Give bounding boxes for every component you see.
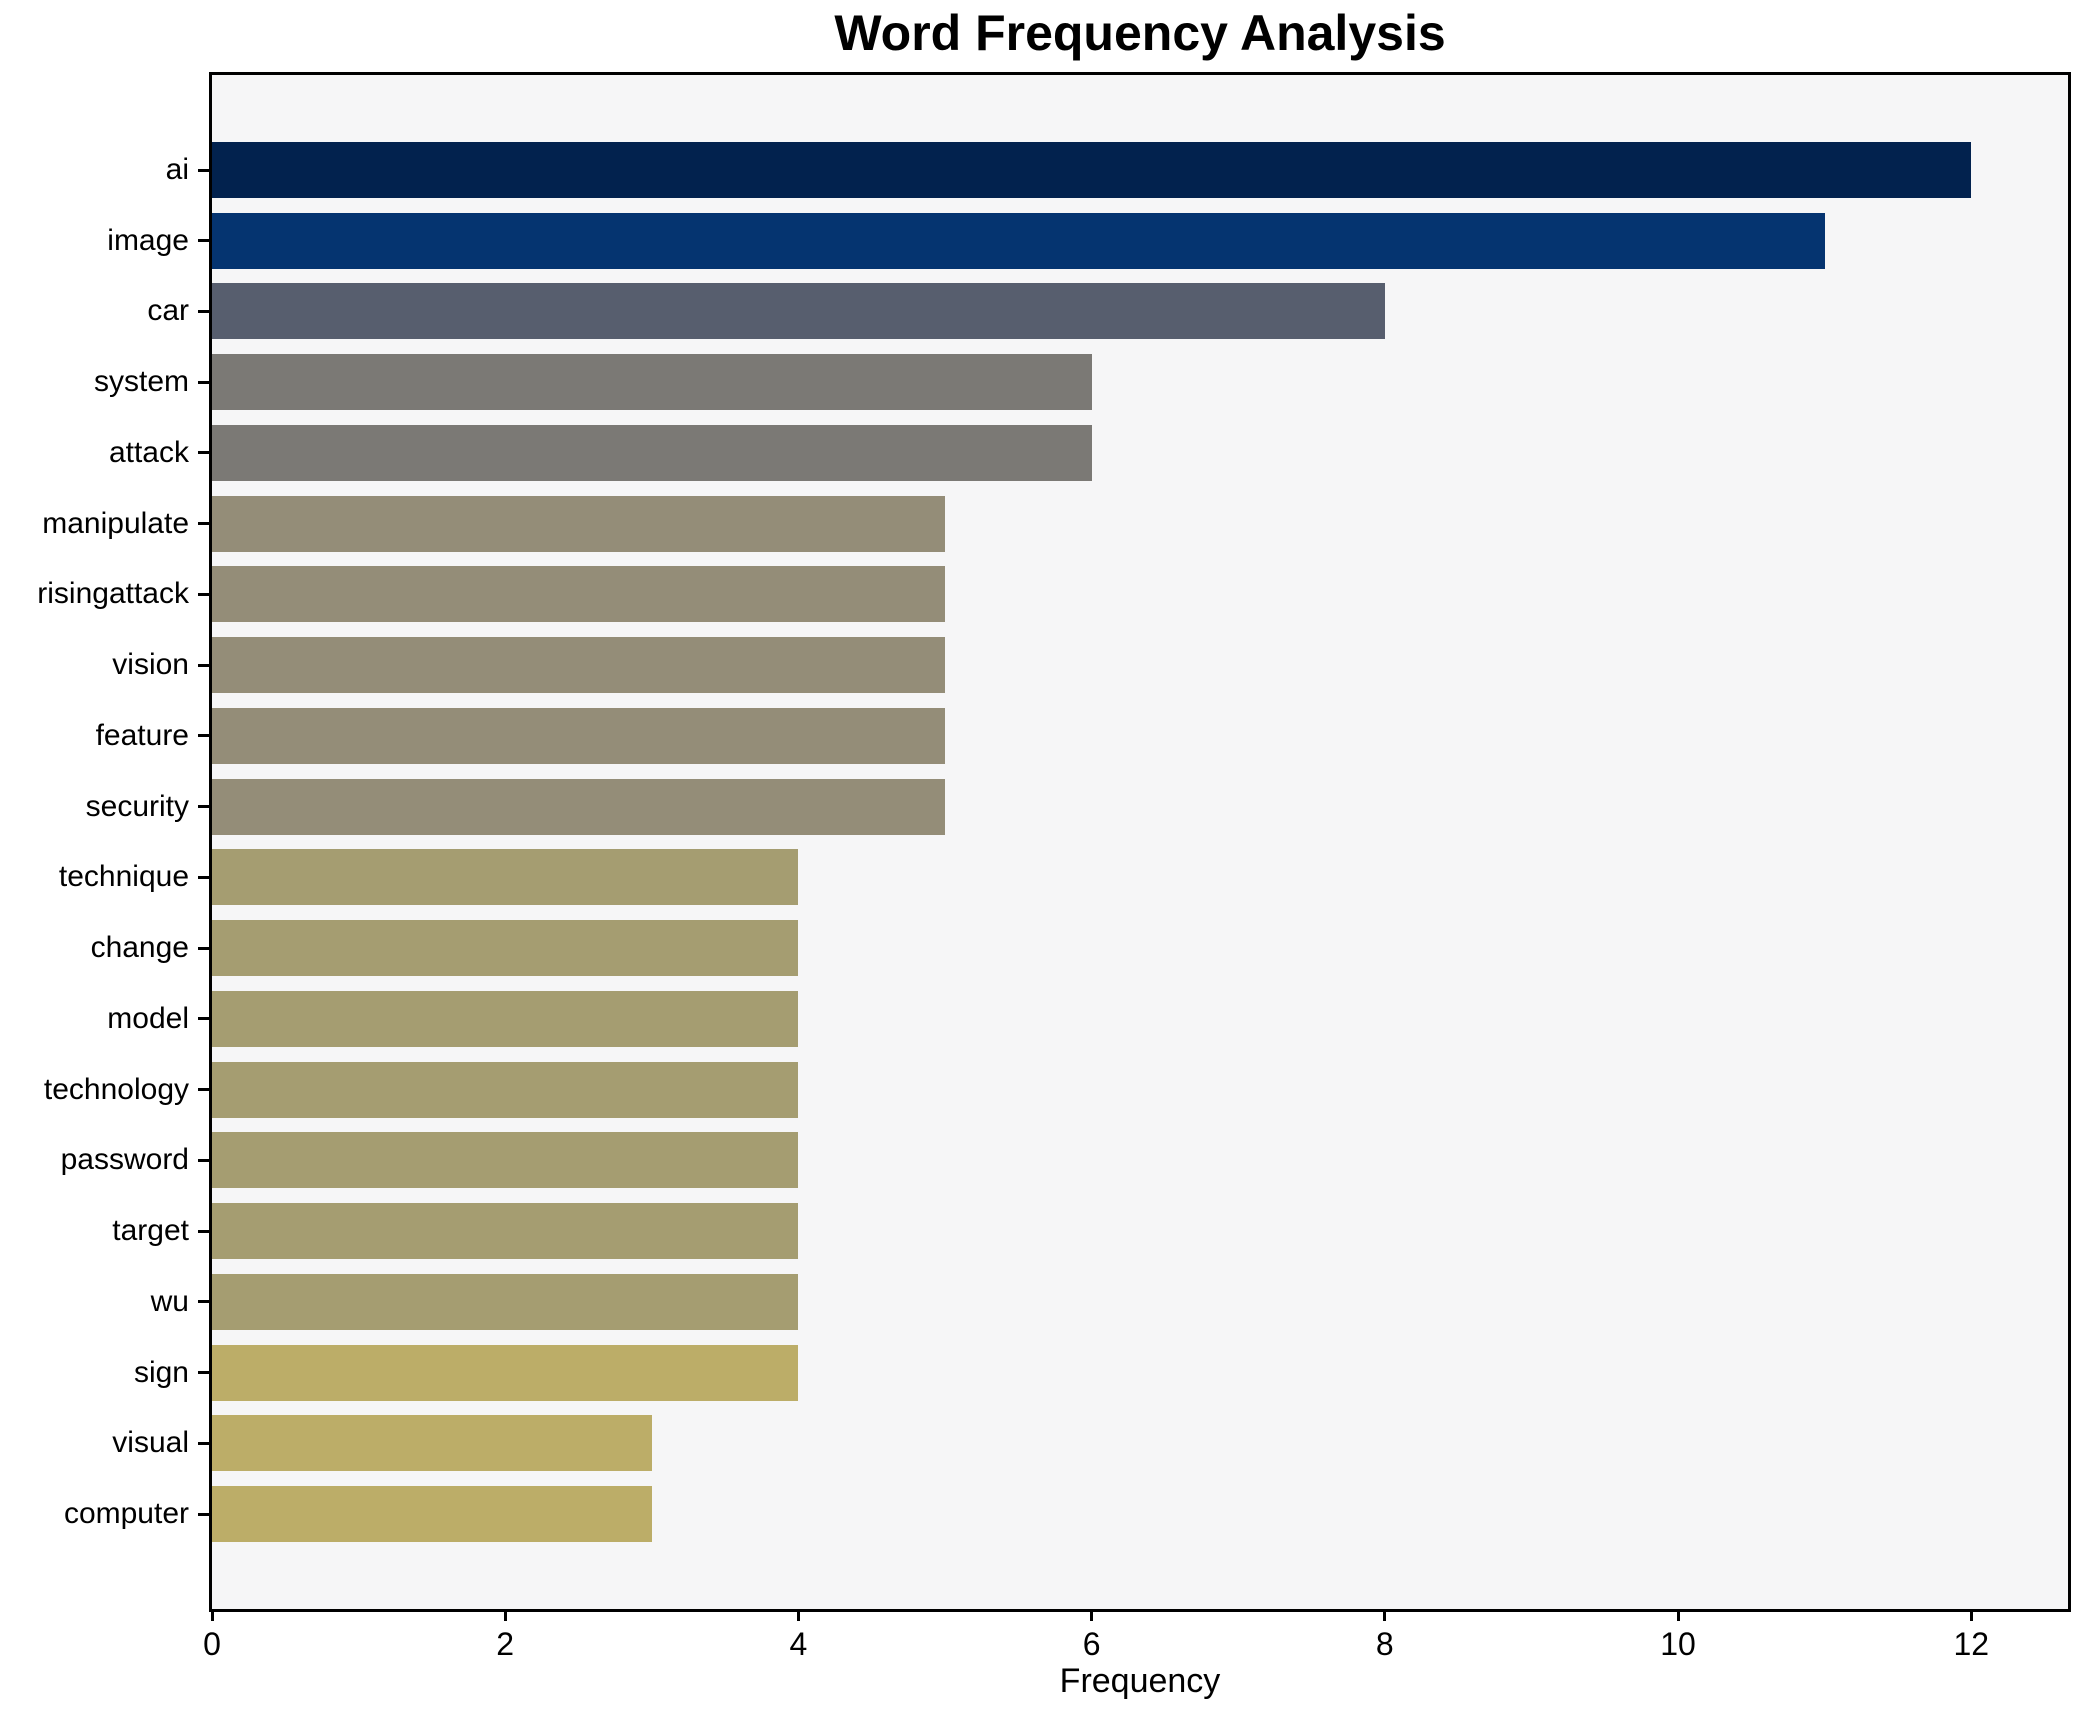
y-tick-label: visual bbox=[112, 1426, 189, 1460]
y-tick-mark bbox=[198, 663, 209, 667]
bar-attack bbox=[212, 424, 1092, 481]
bar-system bbox=[212, 354, 1092, 411]
y-tick-label: security bbox=[85, 789, 189, 823]
bar-risingattack bbox=[212, 566, 946, 623]
bar-sign bbox=[212, 1344, 799, 1401]
y-tick-mark bbox=[198, 1371, 209, 1375]
bar-technique bbox=[212, 849, 799, 906]
y-tick-label: risingattack bbox=[37, 577, 189, 611]
y-tick-label: computer bbox=[63, 1497, 189, 1531]
y-tick-label: image bbox=[107, 223, 189, 257]
y-tick-label: change bbox=[90, 931, 189, 965]
x-tick-label: 8 bbox=[1375, 1626, 1394, 1662]
y-tick-label: attack bbox=[108, 435, 189, 469]
y-tick-label: technology bbox=[43, 1072, 189, 1106]
y-tick-label: vision bbox=[112, 648, 189, 682]
y-tick-mark bbox=[198, 1229, 209, 1233]
x-tick-mark bbox=[503, 1612, 507, 1621]
bar-image bbox=[212, 212, 1825, 269]
x-tick-mark bbox=[1090, 1612, 1094, 1621]
y-tick-label: target bbox=[112, 1214, 189, 1248]
bar-vision bbox=[212, 637, 946, 694]
x-tick-mark bbox=[210, 1612, 214, 1621]
y-tick-mark bbox=[198, 239, 209, 243]
y-tick-mark bbox=[198, 451, 209, 455]
y-tick-mark bbox=[198, 380, 209, 384]
y-tick-label: system bbox=[93, 365, 189, 399]
x-tick-mark bbox=[1676, 1612, 1680, 1621]
plot-area bbox=[209, 72, 2071, 1612]
y-tick-label: manipulate bbox=[42, 506, 189, 540]
x-tick-label: 0 bbox=[203, 1626, 221, 1662]
x-tick-mark bbox=[796, 1612, 800, 1621]
bar-wu bbox=[212, 1273, 799, 1330]
x-tick-label: 10 bbox=[1660, 1626, 1696, 1662]
bar-computer bbox=[212, 1486, 652, 1543]
bar-password bbox=[212, 1132, 799, 1189]
x-tick-mark bbox=[1969, 1612, 1973, 1621]
y-tick-mark bbox=[198, 592, 209, 596]
y-tick-label: feature bbox=[95, 718, 189, 752]
x-tick-label: 12 bbox=[1953, 1626, 1990, 1662]
bar-security bbox=[212, 778, 946, 835]
bar-change bbox=[212, 920, 799, 977]
y-tick-mark bbox=[198, 168, 209, 172]
y-tick-mark bbox=[198, 1512, 209, 1516]
x-tick-label: 2 bbox=[496, 1626, 515, 1662]
bar-feature bbox=[212, 707, 946, 764]
y-tick-mark bbox=[198, 946, 209, 950]
y-tick-label: car bbox=[147, 294, 189, 328]
y-tick-mark bbox=[198, 1017, 209, 1021]
bar-car bbox=[212, 283, 1385, 340]
y-tick-mark bbox=[198, 309, 209, 313]
y-tick-mark bbox=[198, 875, 209, 879]
x-tick-label: 6 bbox=[1082, 1626, 1101, 1662]
y-tick-mark bbox=[198, 1441, 209, 1445]
y-tick-label: model bbox=[107, 1001, 189, 1035]
x-tick-mark bbox=[1383, 1612, 1387, 1621]
bar-target bbox=[212, 1203, 799, 1260]
bar-technology bbox=[212, 1061, 799, 1118]
y-tick-label: technique bbox=[58, 860, 189, 894]
y-tick-label: ai bbox=[165, 153, 189, 186]
y-tick-mark bbox=[198, 1088, 209, 1092]
y-tick-label: wu bbox=[150, 1284, 189, 1318]
y-tick-label: sign bbox=[133, 1355, 189, 1389]
y-tick-mark bbox=[198, 805, 209, 809]
bar-ai bbox=[212, 142, 1972, 198]
chart-title: Word Frequency Analysis bbox=[834, 5, 1446, 61]
bar-manipulate bbox=[212, 495, 946, 552]
y-tick-mark bbox=[198, 1158, 209, 1162]
y-tick-mark bbox=[198, 1300, 209, 1304]
y-tick-label: password bbox=[60, 1143, 189, 1177]
x-axis-title: Frequency bbox=[1059, 1662, 1221, 1700]
y-tick-mark bbox=[198, 734, 209, 738]
bar-model bbox=[212, 990, 799, 1047]
x-tick-label: 4 bbox=[789, 1626, 808, 1662]
bar-visual bbox=[212, 1415, 652, 1472]
y-tick-mark bbox=[198, 522, 209, 526]
